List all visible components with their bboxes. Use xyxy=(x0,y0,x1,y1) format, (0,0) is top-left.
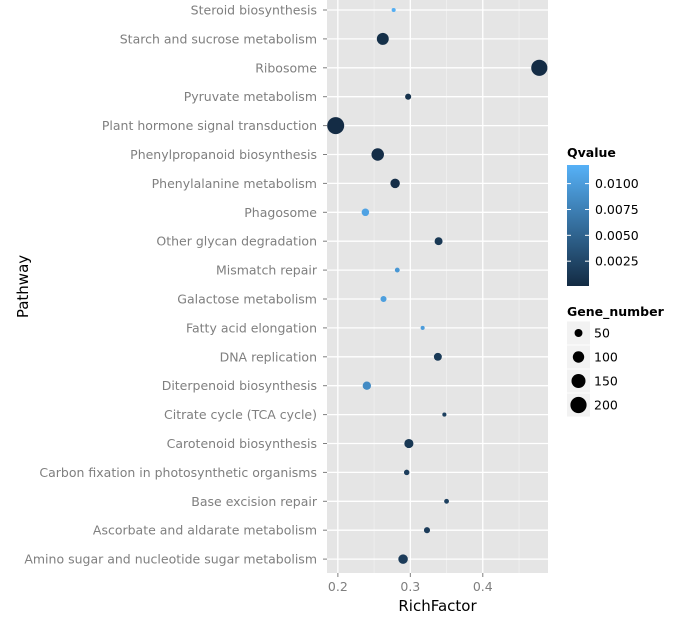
y-tick-label: Amino sugar and nucleotide sugar metabol… xyxy=(24,552,317,567)
y-tick-label: Plant hormone signal transduction xyxy=(102,118,317,133)
size-key-label: 200 xyxy=(594,398,618,413)
data-point xyxy=(404,438,414,449)
y-tick-label: Phenylpropanoid biosynthesis xyxy=(130,147,317,162)
colorbar-label: 0.0050 xyxy=(595,228,639,243)
gene-number-legend: Gene_number 50 100 150 200 xyxy=(567,304,665,417)
y-tick-label: Diterpenoid biosynthesis xyxy=(162,378,317,393)
size-key-dot xyxy=(572,351,585,363)
y-tick-label: Carotenoid biosynthesis xyxy=(167,436,317,451)
data-point xyxy=(444,498,449,504)
plot-panel xyxy=(327,0,548,573)
data-point xyxy=(391,7,396,13)
size-key-dot xyxy=(574,329,583,337)
y-axis: Steroid biosynthesis Starch and sucrose m… xyxy=(24,3,327,567)
y-tick-label: Ascorbate and aldarate metabolism xyxy=(93,523,317,538)
colorbar-label: 0.0025 xyxy=(595,254,639,269)
x-tick-label: 0.4 xyxy=(473,579,493,594)
data-point xyxy=(327,117,345,135)
data-point xyxy=(405,93,412,100)
x-tick-label: 0.3 xyxy=(400,579,420,594)
y-tick-label: DNA replication xyxy=(220,349,317,364)
data-point xyxy=(531,59,548,76)
data-points xyxy=(327,7,548,564)
y-tick-label: Other glycan degradation xyxy=(156,234,317,249)
x-tick-label: 0.2 xyxy=(328,579,348,594)
data-point xyxy=(420,325,425,330)
data-point xyxy=(394,267,400,273)
colorbar-label: 0.0075 xyxy=(595,202,639,217)
y-tick-label: Base excision repair xyxy=(191,494,318,509)
data-point xyxy=(371,148,384,161)
colorbar-label: 0.0100 xyxy=(595,176,639,191)
y-tick-label: Fatty acid elongation xyxy=(186,320,317,335)
data-point xyxy=(390,178,400,189)
data-point xyxy=(398,554,408,564)
qvalue-legend-title: Qvalue xyxy=(567,145,616,160)
y-tick-label: Starch and sucrose metabolism xyxy=(120,31,317,46)
y-tick-label: Phagosome xyxy=(244,205,317,220)
x-axis-title: RichFactor xyxy=(398,597,477,615)
y-tick-label: Citrate cycle (TCA cycle) xyxy=(164,407,317,422)
data-point xyxy=(362,381,372,390)
size-key-dot xyxy=(570,396,587,414)
y-tick-label: Galactose metabolism xyxy=(177,292,317,307)
gene-number-legend-title: Gene_number xyxy=(567,304,665,320)
data-point xyxy=(433,352,442,361)
qvalue-legend: Qvalue 0.0025 0.0050 0.0075 0.0100 xyxy=(567,145,639,286)
size-key-label: 100 xyxy=(594,350,618,365)
y-tick-label: Steroid biosynthesis xyxy=(191,3,317,18)
gridlines xyxy=(327,0,548,573)
size-key-label: 150 xyxy=(594,374,618,389)
y-axis-title: Pathway xyxy=(14,255,32,318)
size-key-label: 50 xyxy=(594,326,610,341)
data-point xyxy=(442,412,447,417)
data-point xyxy=(423,527,431,534)
x-axis: 0.2 0.3 0.4 xyxy=(328,573,493,594)
y-tick-label: Mismatch repair xyxy=(216,263,318,278)
data-point xyxy=(376,32,389,45)
data-point xyxy=(380,295,387,303)
y-tick-label: Ribosome xyxy=(255,60,317,75)
data-point xyxy=(403,469,410,476)
data-point xyxy=(361,208,370,217)
size-key-dot xyxy=(571,374,586,388)
y-tick-label: Pyruvate metabolism xyxy=(184,89,317,104)
qvalue-colorbar xyxy=(567,165,589,286)
y-tick-label: Carbon fixation in photosynthetic organi… xyxy=(39,465,317,480)
y-tick-label: Phenylalanine metabolism xyxy=(152,176,317,191)
data-point xyxy=(434,237,443,246)
